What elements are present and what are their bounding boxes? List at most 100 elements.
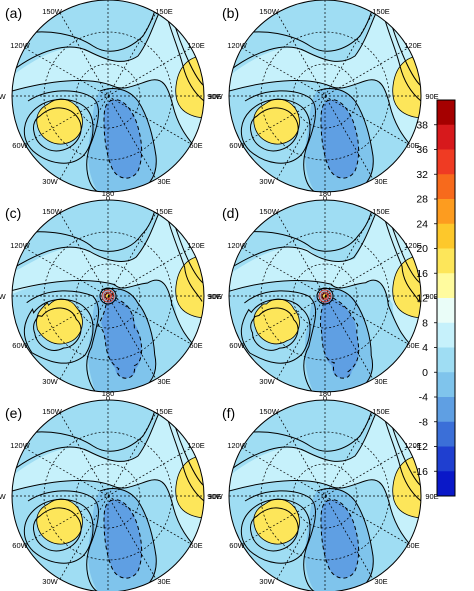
longitude-label-lower-left: 30W [259, 177, 275, 186]
longitude-label-left-upper: 120W [227, 41, 248, 50]
longitude-label-right-lower: 60E [189, 341, 202, 350]
warm-anomaly-east [175, 455, 204, 519]
contour-line [229, 279, 421, 356]
longitude-label-lower-right: 30E [157, 577, 170, 586]
panel-border [11, 399, 205, 591]
contour-line [229, 400, 376, 452]
longitude-label-right-upper: 120E [404, 241, 422, 250]
longitude-label-bottom: 0 [106, 194, 110, 203]
longitude-label-upper-left: 150W [42, 7, 63, 16]
longitude-label-lower-right: 30E [157, 377, 170, 386]
panel-label: (b) [222, 5, 239, 21]
contour-line [12, 200, 170, 270]
colorbar-tick-label: -8 [419, 416, 428, 428]
contour-region-core [321, 499, 359, 579]
contour-line [12, 479, 204, 557]
contour-line [240, 298, 311, 364]
longitude-label-upper-left: 150W [259, 7, 280, 16]
colorbar-swatch [437, 372, 455, 398]
longitude-label-lower-left: 30W [42, 177, 58, 186]
contour-line [23, 298, 94, 364]
longitude-label-right: 90E [425, 92, 438, 101]
contour-line [244, 490, 317, 591]
longitude-label-right-lower: 60E [406, 141, 419, 150]
longitude-label-top: 180 [102, 189, 115, 198]
colorbar-tick-label: 12 [416, 293, 428, 305]
contour-line [12, 400, 159, 452]
panel-label: (f) [222, 405, 235, 421]
longitude-label-right-upper: 120E [404, 41, 422, 50]
negative-contour-line [320, 499, 360, 579]
longitude-label-left: 90W [207, 92, 223, 101]
graticule [229, 200, 421, 392]
colorbar-swatch [437, 149, 455, 175]
polar-panel: 180150W150E120W120E90W90E60W60E30W30E0(b… [207, 0, 439, 203]
negative-contour-line [103, 99, 143, 179]
longitude-label-left-lower: 60W [229, 341, 245, 350]
panel-border [228, 0, 422, 193]
colorbar-tick-label: -4 [419, 392, 428, 404]
colorbar-tick-label: 8 [422, 317, 428, 329]
polar-panel: 180150W150E120W120E90W90E60W60E30W30E0(f… [207, 389, 439, 591]
contour-field [229, 0, 421, 192]
longitude-label-left-lower: 60W [12, 141, 28, 150]
contour-line [250, 507, 299, 552]
longitude-label-right-lower: 60E [189, 141, 202, 150]
longitude-label-lower-left: 30W [259, 377, 275, 386]
longitude-label-right-upper: 120E [187, 41, 205, 50]
colorbar-swatch [437, 223, 455, 249]
colorbar-tick-label: -16 [413, 466, 428, 478]
colorbar-swatch [437, 273, 455, 299]
longitude-label-top: 180 [319, 189, 332, 198]
graticule [229, 400, 421, 591]
panel-label: (c) [5, 205, 21, 221]
contour-field [229, 400, 421, 591]
contour-line [27, 490, 100, 591]
longitude-label-left: 90W [207, 292, 223, 301]
warm-anomaly-east [392, 55, 421, 119]
warm-anomaly-east [175, 255, 204, 319]
panel-grid: 180150W150E120W120E90W90E60W60E30W30E0(a… [0, 0, 439, 591]
negative-contour-line [320, 99, 360, 179]
colorbar-swatch [437, 100, 455, 126]
contour-line [27, 90, 100, 192]
longitude-label-left-lower: 60W [229, 541, 245, 550]
longitude-label-lower-right: 30E [374, 577, 387, 586]
longitude-label-left-upper: 120W [10, 41, 31, 50]
graticule [229, 0, 421, 192]
longitude-label-upper-right: 150E [372, 207, 390, 216]
contour-region-core [320, 297, 359, 379]
contour-line [12, 0, 159, 52]
colorbar-swatch [437, 322, 455, 348]
longitude-label-left: 90W [0, 92, 7, 101]
colorbar: 38 36 32 28 24 20 16 12 8 4 0 -4 -8 -12 -16 [413, 99, 456, 497]
contour-region-light [12, 200, 204, 354]
contour-line [33, 307, 82, 351]
contour-field [12, 400, 204, 591]
longitude-label-left: 90W [0, 492, 7, 501]
longitude-label-upper-right: 150E [155, 7, 173, 16]
polar-panel: 180150W150E120W120E90W90E60W60E30W30E0(e… [0, 389, 222, 591]
longitude-label-left-lower: 60W [12, 541, 28, 550]
negative-contour-line [320, 293, 360, 379]
contour-region-core [104, 499, 142, 579]
longitude-label-right: 90E [425, 292, 438, 301]
warm-anomaly-east [392, 455, 421, 519]
longitude-label-upper-left: 150W [42, 407, 63, 416]
longitude-label-left-lower: 60W [12, 341, 28, 350]
panel-border [11, 199, 205, 393]
colorbar-tick-label: 0 [422, 367, 428, 379]
graticule [12, 400, 204, 591]
contour-field [229, 200, 421, 392]
longitude-label-left: 90W [207, 492, 223, 501]
contour-line [13, 200, 161, 252]
longitude-label-bottom: 0 [323, 394, 327, 403]
contour-region-core [104, 99, 142, 179]
longitude-label-upper-left: 150W [259, 407, 280, 416]
contour-line [229, 400, 386, 472]
longitude-label-lower-left: 30W [42, 377, 58, 386]
contour-line [240, 498, 311, 564]
colorbar-swatch [437, 471, 455, 497]
longitude-label-lower-right: 30E [374, 177, 387, 186]
contour-line [33, 107, 82, 152]
